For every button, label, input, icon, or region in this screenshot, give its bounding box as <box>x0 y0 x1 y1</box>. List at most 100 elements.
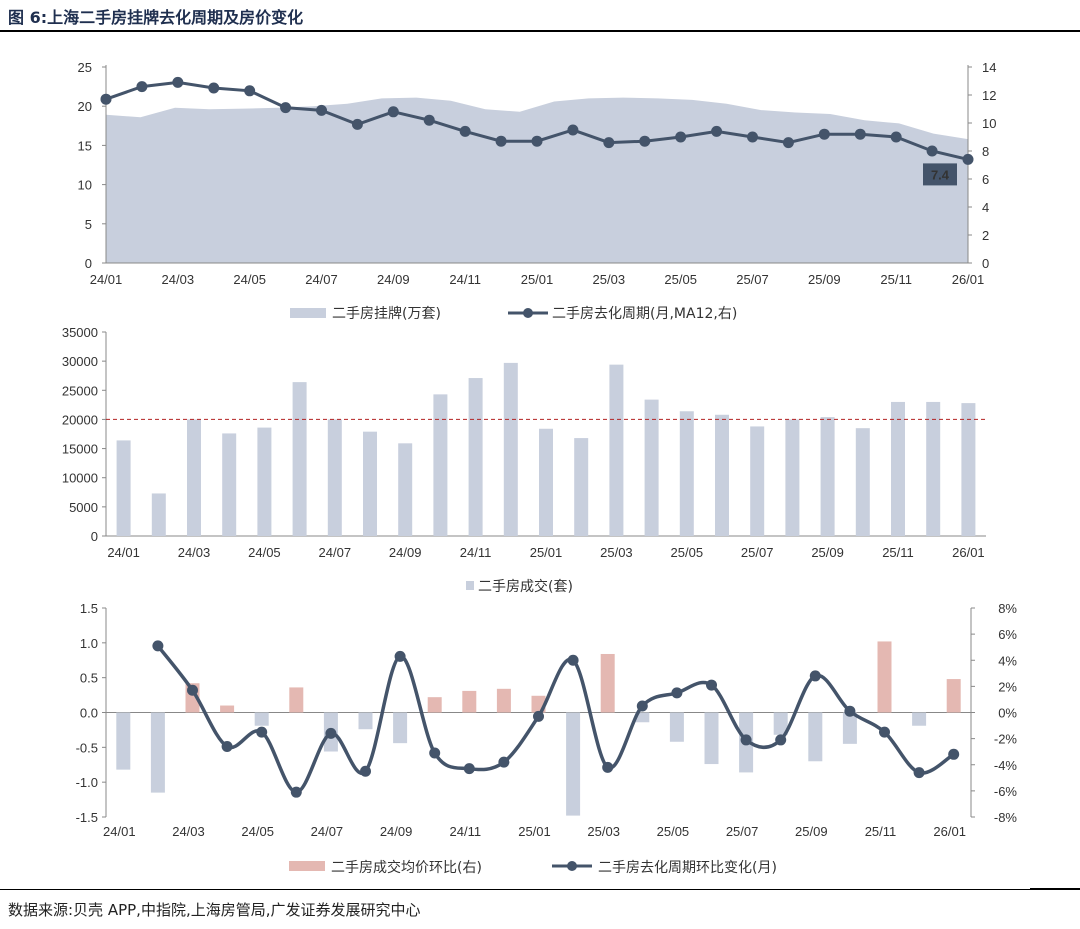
x-tick-label: 24/09 <box>377 272 410 287</box>
price-change-point <box>636 700 648 712</box>
destock-cycle-point <box>100 93 112 105</box>
x-tick-label: 24/01 <box>103 824 136 839</box>
destock-cycle-point <box>244 85 256 97</box>
x-tick-label: 24/07 <box>311 824 344 839</box>
legend-label-listings: 二手房挂牌(万套) <box>332 305 441 322</box>
left-y-tick-label: 5000 <box>69 500 98 515</box>
x-tick-label: 25/01 <box>518 824 551 839</box>
transaction-bar <box>855 428 870 536</box>
right-y-tick-label: -2% <box>994 732 1018 747</box>
destock-cycle-point <box>818 128 830 140</box>
left-y-tick-label: -1.5 <box>76 810 98 825</box>
transaction-bar <box>750 426 765 536</box>
left-y-tick-label: 1.5 <box>80 601 98 616</box>
x-tick-label: 24/03 <box>172 824 205 839</box>
price-change-point <box>463 763 475 775</box>
cycle-change-bar <box>808 712 823 762</box>
price-change-line <box>156 644 955 794</box>
left-y-tick-label: 0 <box>91 529 98 544</box>
right-y-tick-label: -8% <box>994 810 1018 825</box>
cycle-change-bar <box>912 712 927 726</box>
left-y-tick-label: -1.0 <box>76 775 98 790</box>
transaction-bar <box>609 364 624 536</box>
top-rule <box>0 30 1080 32</box>
x-tick-label: 25/09 <box>811 545 844 560</box>
cycle-change-bar <box>704 712 719 765</box>
cycle-change-bar <box>358 712 373 730</box>
last-value-label: 7.4 <box>931 167 950 182</box>
price-change-point <box>671 687 683 699</box>
right-y-tick-label: 12 <box>982 88 996 103</box>
chart-canvas: 0 5 10 15 20 25 0 2 4 6 8 10 12 14 24/01 24/03 24/05 24/0… <box>62 60 1018 876</box>
left-y-tick-label: 20 <box>78 99 92 114</box>
transaction-bar <box>679 411 694 536</box>
x-tick-label: 26/01 <box>952 545 985 560</box>
x-tick-label: 25/05 <box>664 272 697 287</box>
x-tick-label: 24/11 <box>449 272 481 287</box>
x-tick-label: 25/09 <box>808 272 841 287</box>
transaction-bar <box>539 428 553 536</box>
destock-cycle-point <box>603 137 615 149</box>
destock-cycle-point <box>531 135 543 147</box>
destock-cycle-point <box>459 125 471 137</box>
left-y-tick-label: 35000 <box>62 325 98 340</box>
transaction-bar <box>468 378 483 536</box>
price-change-point <box>533 710 544 722</box>
cycle-change-bar <box>393 712 408 744</box>
left-y-tick-label: 25 <box>78 60 92 75</box>
cycle-change-bar <box>150 712 165 793</box>
x-tick-label: 25/03 <box>600 545 633 560</box>
destock-cycle-point <box>351 118 363 130</box>
transaction-bar <box>926 401 941 536</box>
destock-cycle-point <box>316 104 327 116</box>
price-change-point <box>429 747 441 759</box>
price-change-point <box>498 756 510 768</box>
price-change-point <box>602 761 614 773</box>
x-tick-label: 24/05 <box>248 545 281 560</box>
destock-cycle-point <box>136 81 148 93</box>
destock-cycle-point <box>926 145 938 157</box>
transaction-bar <box>398 443 413 536</box>
price-change-point <box>152 640 164 652</box>
destock-cycle-point <box>567 124 579 136</box>
right-y-tick-label: 4 <box>982 200 989 215</box>
left-y-tick-label: 1.0 <box>80 636 98 651</box>
transaction-bar <box>820 417 835 536</box>
x-tick-label: 24/09 <box>389 545 422 560</box>
legend-label-cycle-change: 二手房去化周期环比变化(月) <box>598 860 777 876</box>
price-change-point <box>948 748 960 760</box>
destock-cycle-point <box>854 128 866 140</box>
transaction-bar <box>503 362 518 536</box>
legend-label-price: 二手房成交均价环比(右) <box>331 859 482 876</box>
right-y-tick-label: 8% <box>998 601 1017 616</box>
x-tick-label: 24/03 <box>162 272 195 287</box>
source-note: 数据来源:贝壳 APP,中指院,上海房管局,广发证券发展研究中心 <box>8 901 421 919</box>
cycle-change-bar <box>289 687 304 713</box>
x-tick-label: 25/11 <box>880 272 912 287</box>
right-y-tick-label: -4% <box>994 758 1018 773</box>
cycle-change-bar <box>427 697 442 713</box>
left-y-tick-label: 0 <box>85 256 92 271</box>
right-y-tick-label: 8 <box>982 144 989 159</box>
cycle-change-bar <box>254 712 269 726</box>
cycle-change-bar <box>116 712 131 770</box>
left-y-tick-label: 25000 <box>62 383 98 398</box>
destock-cycle-point <box>675 131 687 143</box>
left-y-tick-label: -0.5 <box>76 740 98 755</box>
price-change-point <box>187 684 198 696</box>
transaction-bar <box>187 419 201 536</box>
listing-area <box>106 97 968 263</box>
x-tick-label: 25/11 <box>865 824 897 839</box>
x-tick-label: 25/03 <box>587 824 620 839</box>
cycle-change-bar <box>773 712 788 735</box>
right-y-tick-label: -6% <box>994 784 1018 799</box>
x-tick-label: 25/11 <box>882 545 914 560</box>
right-y-tick-label: 6 <box>982 172 989 187</box>
x-tick-label: 26/01 <box>952 272 985 287</box>
x-tick-label: 25/01 <box>530 545 563 560</box>
figure-title: 图 6:上海二手房挂牌去化周期及房价变化 <box>8 8 304 27</box>
x-tick-label: 24/11 <box>450 824 482 839</box>
transaction-bar <box>327 419 342 536</box>
x-tick-label: 24/05 <box>241 824 274 839</box>
transaction-bar <box>151 493 166 536</box>
